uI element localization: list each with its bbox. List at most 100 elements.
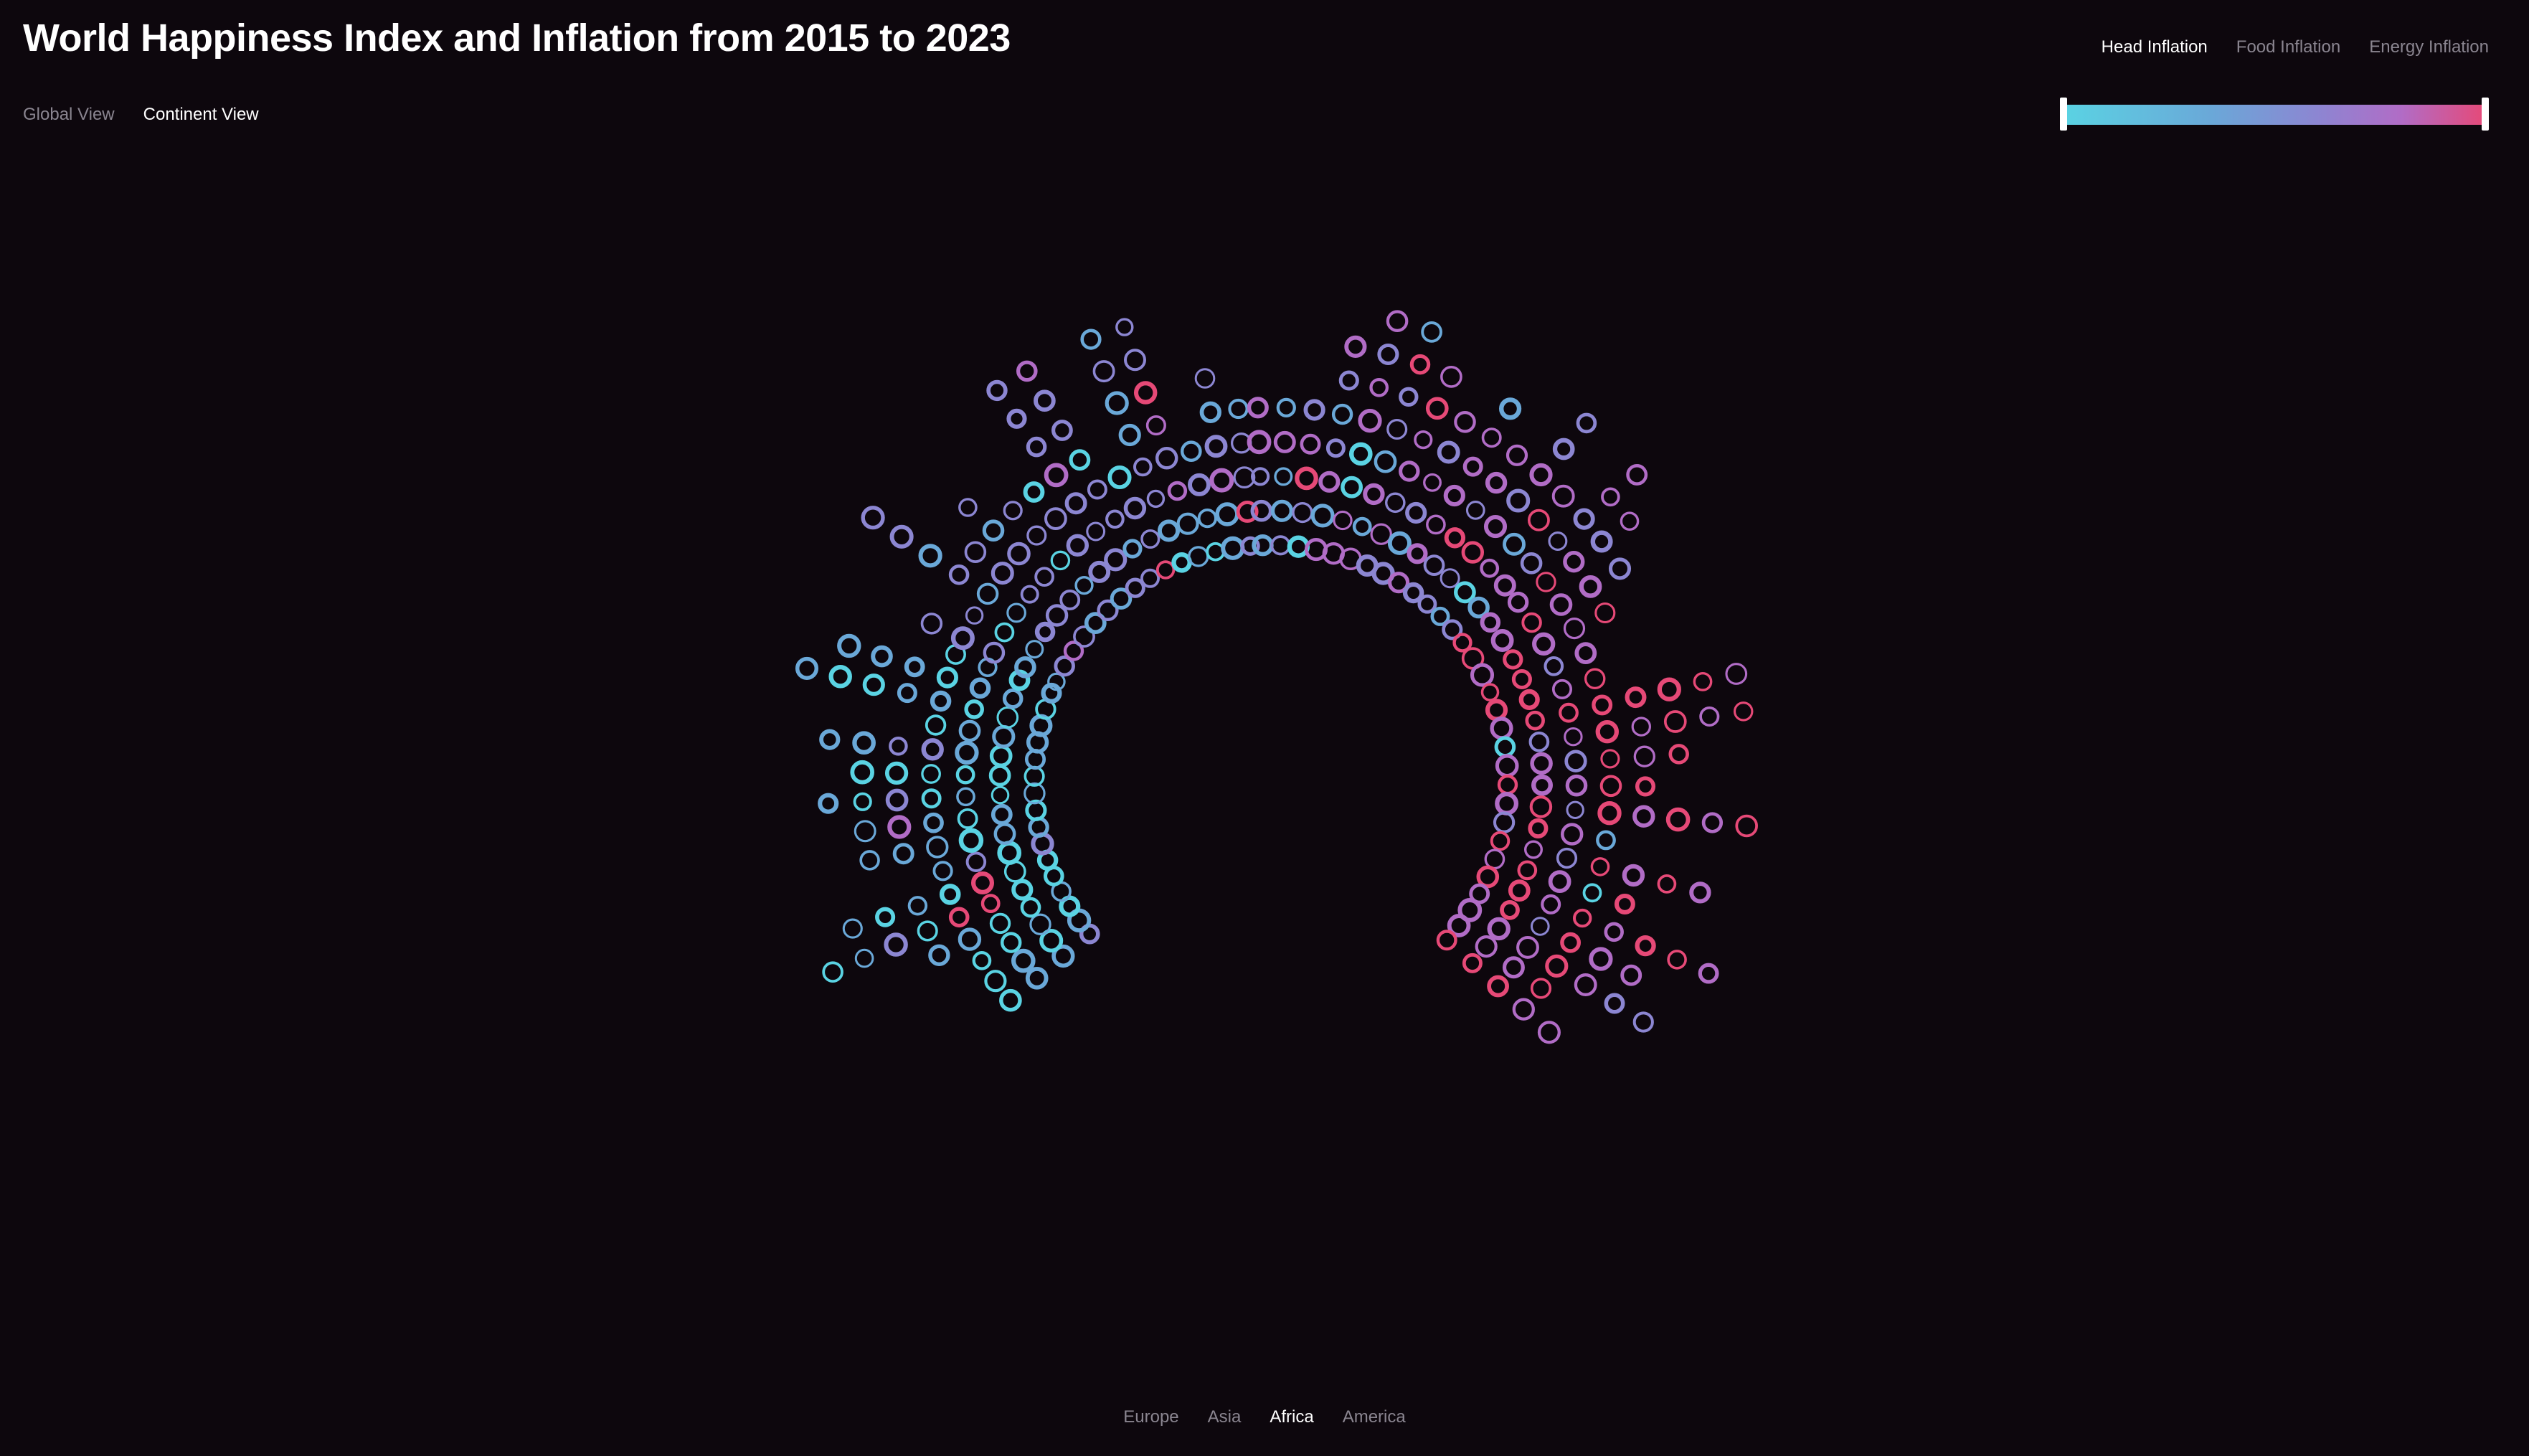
country-dot[interactable]	[1545, 954, 1569, 978]
country-dot[interactable]	[1689, 881, 1711, 904]
country-dot[interactable]	[964, 541, 987, 563]
country-dot[interactable]	[955, 740, 979, 765]
country-dot[interactable]	[1251, 467, 1270, 486]
country-dot[interactable]	[1480, 683, 1500, 701]
country-dot[interactable]	[1594, 602, 1616, 624]
country-dot[interactable]	[1006, 602, 1026, 623]
country-dot[interactable]	[1600, 749, 1620, 769]
country-dot[interactable]	[991, 562, 1014, 585]
country-dot[interactable]	[1462, 952, 1483, 973]
country-dot[interactable]	[1318, 471, 1341, 493]
country-dot[interactable]	[1495, 754, 1519, 778]
country-dot[interactable]	[921, 764, 941, 784]
country-dot[interactable]	[884, 932, 908, 957]
country-dot[interactable]	[854, 820, 876, 843]
country-dot[interactable]	[1204, 435, 1228, 458]
country-dot[interactable]	[1123, 496, 1147, 520]
country-dot[interactable]	[1007, 542, 1031, 566]
country-dot[interactable]	[917, 920, 938, 942]
country-dot[interactable]	[1444, 527, 1466, 549]
country-dot[interactable]	[948, 564, 970, 585]
country-dot[interactable]	[1595, 720, 1619, 744]
country-dot[interactable]	[842, 918, 863, 939]
country-dot[interactable]	[1500, 899, 1520, 920]
country-dot[interactable]	[950, 626, 975, 651]
country-dot[interactable]	[1531, 774, 1553, 796]
country-dot[interactable]	[1047, 672, 1066, 691]
country-dot[interactable]	[1124, 349, 1146, 372]
country-dot[interactable]	[1529, 463, 1553, 487]
country-dot[interactable]	[1530, 978, 1552, 999]
range-handle-max[interactable]	[2482, 98, 2489, 131]
country-dot[interactable]	[1665, 807, 1691, 832]
country-dot[interactable]	[1579, 575, 1602, 598]
country-dot[interactable]	[1026, 525, 1047, 546]
country-dot[interactable]	[1601, 487, 1620, 507]
country-dot[interactable]	[1701, 812, 1724, 833]
country-dot[interactable]	[1657, 874, 1677, 894]
country-dot[interactable]	[1221, 536, 1245, 560]
country-dot[interactable]	[1385, 492, 1406, 514]
country-dot[interactable]	[1461, 541, 1485, 564]
country-dot[interactable]	[1399, 460, 1420, 482]
country-dot[interactable]	[1614, 894, 1635, 914]
country-dot[interactable]	[986, 379, 1008, 402]
country-dot[interactable]	[988, 764, 1011, 787]
country-dot[interactable]	[982, 519, 1005, 542]
country-dot[interactable]	[1105, 391, 1129, 415]
country-dot[interactable]	[1536, 572, 1556, 592]
country-dot[interactable]	[1699, 706, 1720, 727]
country-dot[interactable]	[1041, 682, 1062, 704]
energy-inflation-tab[interactable]: Energy Inflation	[2369, 37, 2489, 57]
country-dot[interactable]	[1452, 633, 1473, 653]
country-dot[interactable]	[897, 683, 917, 704]
country-dot[interactable]	[921, 738, 944, 761]
country-dot[interactable]	[1430, 606, 1450, 626]
country-dot[interactable]	[1608, 557, 1632, 580]
country-dot[interactable]	[1088, 560, 1111, 583]
country-dot[interactable]	[1528, 818, 1549, 838]
country-dot[interactable]	[1421, 321, 1442, 343]
country-dot[interactable]	[1276, 397, 1296, 418]
country-dot[interactable]	[991, 803, 1013, 826]
country-dot[interactable]	[1559, 702, 1579, 723]
country-dot[interactable]	[980, 894, 1001, 914]
country-dot[interactable]	[1374, 450, 1397, 473]
country-dot[interactable]	[1369, 377, 1389, 397]
country-dot[interactable]	[1436, 930, 1457, 951]
country-dot[interactable]	[1502, 956, 1525, 979]
country-dot[interactable]	[1303, 399, 1325, 421]
country-dot[interactable]	[861, 506, 885, 530]
country-dot[interactable]	[955, 765, 975, 785]
country-dot[interactable]	[1000, 932, 1022, 953]
country-dot[interactable]	[1092, 360, 1115, 383]
country-dot[interactable]	[1454, 410, 1476, 433]
country-dot[interactable]	[1270, 499, 1293, 522]
country-dot[interactable]	[932, 861, 953, 881]
country-dot[interactable]	[1073, 625, 1095, 648]
country-dot[interactable]	[1505, 444, 1528, 466]
country-dot[interactable]	[1215, 502, 1239, 526]
country-dot[interactable]	[1006, 408, 1027, 429]
country-dot[interactable]	[1523, 840, 1543, 859]
country-dot[interactable]	[1295, 466, 1318, 491]
country-dot[interactable]	[1582, 883, 1602, 903]
country-dot[interactable]	[1034, 567, 1054, 587]
country-dot[interactable]	[930, 690, 952, 712]
country-dot[interactable]	[862, 673, 885, 696]
country-dot[interactable]	[989, 912, 1011, 935]
country-dot[interactable]	[1417, 594, 1437, 614]
country-dot[interactable]	[1155, 447, 1178, 470]
country-dot[interactable]	[854, 948, 874, 968]
country-dot[interactable]	[1693, 672, 1713, 691]
country-dot[interactable]	[1620, 511, 1640, 531]
country-dot[interactable]	[1485, 471, 1508, 494]
country-dot[interactable]	[1029, 913, 1051, 936]
country-dot[interactable]	[972, 950, 992, 970]
country-dot[interactable]	[853, 792, 872, 811]
country-dot[interactable]	[918, 544, 942, 568]
country-dot[interactable]	[969, 677, 991, 699]
country-dot[interactable]	[1140, 529, 1160, 549]
country-dot[interactable]	[1476, 865, 1500, 889]
country-dot[interactable]	[1527, 509, 1550, 531]
